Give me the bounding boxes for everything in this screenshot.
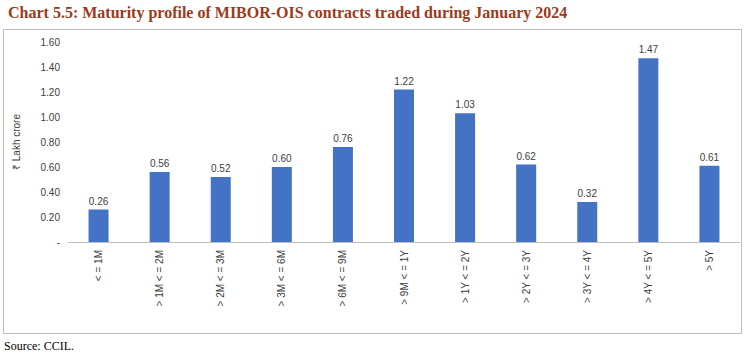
bar xyxy=(638,58,658,242)
bar xyxy=(394,90,414,243)
x-tick-label: > 2M < = 3M xyxy=(215,250,226,306)
y-tick: 1.40 xyxy=(41,62,61,73)
y-tick: 1.20 xyxy=(41,87,61,98)
data-label: 0.32 xyxy=(578,188,598,199)
x-axis-line xyxy=(68,242,740,243)
title: Chart 5.5: Maturity profile of MIBOR-OIS… xyxy=(8,4,567,22)
y-tick-label: - xyxy=(57,237,60,248)
x-tick-label: > 6M < = 9M xyxy=(337,250,348,306)
data-label: 1.47 xyxy=(639,44,659,55)
bar xyxy=(577,202,597,242)
y-tick-label: 0.80 xyxy=(41,137,61,148)
chart-frame xyxy=(4,30,742,334)
x-tick-label: > 4Y < = 5Y xyxy=(643,250,654,303)
x-tick-label: > 9M < = 1Y xyxy=(399,250,410,305)
y-tick: 0.20 xyxy=(41,212,61,223)
source: Source: CCIL. xyxy=(4,339,74,353)
y-tick: 0.80 xyxy=(41,137,61,148)
data-label: 0.61 xyxy=(700,152,720,163)
chart-root: Chart 5.5: Maturity profile of MIBOR-OIS… xyxy=(0,0,745,358)
y-tick: 0.60 xyxy=(41,162,61,173)
bar xyxy=(333,147,353,242)
x-tick-label: < = 1M xyxy=(93,250,104,281)
y-tick-label: 1.20 xyxy=(41,87,61,98)
x-tick-label: > 3Y < = 4Y xyxy=(582,250,593,303)
y-tick: 1.60 xyxy=(41,37,61,48)
bar xyxy=(211,177,231,242)
y-tick-label: 1.00 xyxy=(41,112,61,123)
y-tick-label: 0.60 xyxy=(41,162,61,173)
bar xyxy=(272,167,292,242)
bar xyxy=(89,210,109,243)
data-label: 0.76 xyxy=(333,133,353,144)
y-tick: - xyxy=(57,237,60,248)
bar xyxy=(516,165,536,243)
x-tick-label: > 1M < = 2M xyxy=(154,250,165,306)
chart-svg: Chart 5.5: Maturity profile of MIBOR-OIS… xyxy=(0,0,745,358)
x-tick-label: > 2Y < = 3Y xyxy=(521,250,532,303)
bar xyxy=(150,172,170,242)
data-label: 0.60 xyxy=(272,153,292,164)
x-tick-label: > 1Y < = 2Y xyxy=(460,250,471,303)
y-tick: 0.40 xyxy=(41,187,61,198)
y-tick-label: 1.40 xyxy=(41,62,61,73)
data-label: 0.26 xyxy=(89,196,109,207)
y-tick: 1.00 xyxy=(41,112,61,123)
y-tick-label: 1.60 xyxy=(41,37,61,48)
y-axis-label: ₹ Lakh crore xyxy=(11,114,22,170)
bar xyxy=(699,166,719,242)
x-tick-label: > 3M < = 6M xyxy=(276,250,287,306)
x-tick-label: > 5Y xyxy=(704,250,715,271)
y-tick-label: 0.20 xyxy=(41,212,61,223)
y-tick-label: 0.40 xyxy=(41,187,61,198)
data-label: 1.22 xyxy=(394,76,414,87)
bar xyxy=(455,113,475,242)
data-label: 0.56 xyxy=(150,158,170,169)
data-label: 0.52 xyxy=(211,163,231,174)
data-label: 0.62 xyxy=(516,151,536,162)
bars xyxy=(89,58,720,242)
data-label: 1.03 xyxy=(455,99,475,110)
